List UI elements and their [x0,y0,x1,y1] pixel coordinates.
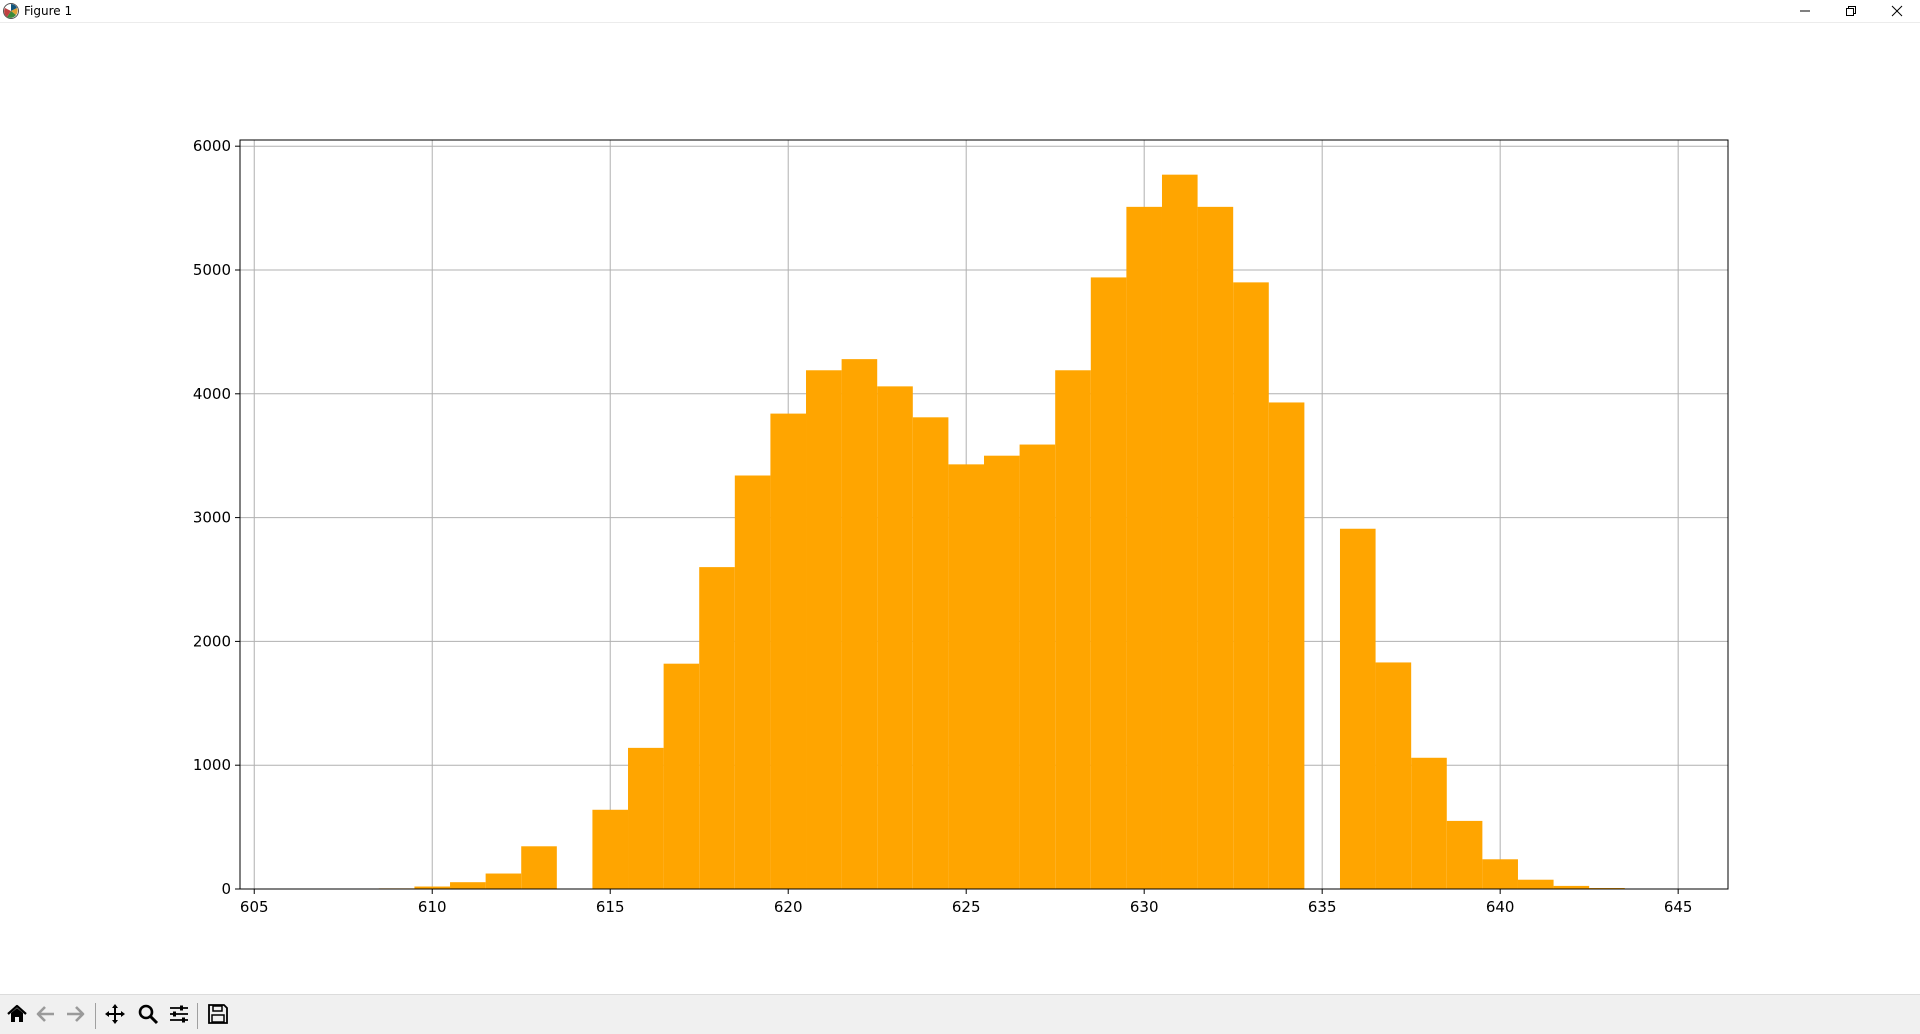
histogram-bar [592,810,628,889]
histogram-bar [1233,282,1269,889]
y-tick-label: 1000 [193,756,231,774]
home-button[interactable] [3,1002,31,1030]
histogram-bar [450,882,486,889]
histogram-bar [1198,207,1234,889]
y-tick-label: 0 [221,880,231,898]
x-tick-label: 625 [952,898,981,916]
y-tick-label: 2000 [193,632,231,650]
histogram-bar [806,370,842,889]
y-tick-label: 5000 [193,261,231,279]
histogram-bar [1447,821,1483,889]
histogram-bar [521,846,557,889]
toolbar-separator [197,1003,198,1029]
home-icon [6,1003,28,1029]
x-tick-label: 610 [418,898,447,916]
forward-button[interactable] [61,1002,89,1030]
x-tick-label: 620 [774,898,803,916]
histogram-bar [1126,207,1162,889]
histogram-bar [1269,402,1305,889]
floppy-disk-icon [207,1003,229,1029]
histogram-bar [842,359,878,889]
move-icon [104,1003,126,1029]
zoom-button[interactable] [134,1002,162,1030]
histogram-bar [735,476,771,889]
histogram-bar [770,414,806,889]
y-tick-label: 6000 [193,137,231,155]
y-tick-label: 4000 [193,385,231,403]
back-button[interactable] [32,1002,60,1030]
histogram-bar [699,567,735,889]
sliders-icon [168,1003,190,1029]
histogram-bar [1340,529,1376,889]
histogram-bar [1091,277,1127,889]
x-tick-label: 605 [240,898,269,916]
histogram-bar [984,456,1020,889]
histogram-bar [628,748,664,889]
x-tick-label: 635 [1308,898,1337,916]
toolbar-separator [95,1003,96,1029]
histogram-bar [948,464,984,889]
histogram-bar [877,386,913,889]
x-tick-label: 645 [1664,898,1693,916]
histogram-bar [913,417,949,889]
magnifier-icon [137,1003,159,1029]
histogram-bar [1376,662,1412,889]
histogram-bar [1518,880,1554,889]
histogram-bar [1055,370,1091,889]
navigation-toolbar [0,994,1920,1034]
histogram-bar [1020,445,1056,889]
histogram-bars [343,175,1660,889]
histogram-bar [664,664,700,889]
pan-button[interactable] [101,1002,129,1030]
configure-subplots-button[interactable] [165,1002,193,1030]
arrow-right-icon [64,1003,86,1029]
x-tick-label: 615 [596,898,625,916]
histogram-bar [486,874,522,889]
histogram-bar [1162,175,1198,889]
y-tick-label: 3000 [193,509,231,527]
arrow-left-icon [35,1003,57,1029]
x-tick-label: 640 [1486,898,1515,916]
histogram-bar [1482,859,1518,889]
histogram-figure: 605 610 615 620 625 630 635 640 645 0 1000 2000 3000… [0,0,1920,994]
histogram-bar [1411,758,1447,889]
save-button[interactable] [204,1002,232,1030]
x-tick-label: 630 [1130,898,1159,916]
